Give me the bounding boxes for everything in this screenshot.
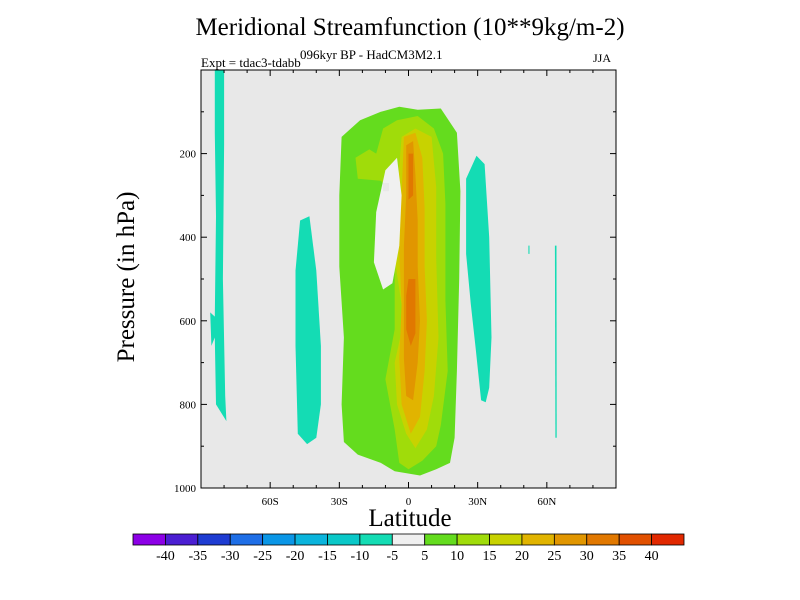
colorbar-box-1 [165, 533, 199, 546]
colorbar-label-2: -30 [221, 549, 240, 564]
contour-region-1 [295, 216, 321, 445]
x-axis-title: Latitude [368, 505, 451, 532]
chart-title: Meridional Streamfunction (10**9kg/m-2) [195, 14, 625, 41]
colorbar-box-6 [327, 533, 361, 546]
colorbar-box-15 [618, 533, 652, 546]
y-tick-label-4: 1000 [174, 483, 197, 495]
colorbar-label-7: -5 [386, 549, 398, 564]
colorbar-label-6: -10 [351, 549, 370, 564]
y-tick-label-0: 200 [180, 149, 197, 161]
colorbar-label-11: 20 [515, 549, 529, 564]
contour-region-12 [373, 157, 402, 290]
colorbar-label-15: 40 [645, 549, 659, 564]
x-tick-label-4: 60N [537, 496, 556, 508]
colorbar-label-14: 35 [612, 549, 626, 564]
colorbar-box-2 [197, 533, 231, 546]
contour-region-0 [210, 70, 227, 422]
x-tick-label-1: 30S [331, 496, 348, 508]
contour-region-11 [406, 279, 416, 346]
contour-region-10 [408, 153, 414, 200]
colorbar-label-3: -25 [253, 549, 272, 564]
x-axis-ticks: 60S 30S 0 30N 60N [223, 70, 594, 508]
y-tick-label-1: 400 [180, 232, 197, 244]
contour-region-3 [554, 245, 557, 438]
experiment-label: Expt = tdac3-tdabb [201, 55, 301, 70]
colorbar: -40 -35 -30 -25 -20 -15 -10 -5 5 10 15 20 25 30 35 40 [132, 533, 685, 564]
colorbar-box-16 [651, 533, 685, 546]
colorbar-label-4: -20 [286, 549, 305, 564]
colorbar-label-13: 30 [580, 549, 594, 564]
colorbar-box-10 [456, 533, 490, 546]
y-tick-label-2: 600 [180, 316, 197, 328]
y-axis-ticks: 200 400 600 800 1000 [174, 111, 616, 495]
colorbar-label-5: -15 [318, 549, 337, 564]
y-tick-label-3: 800 [180, 399, 197, 411]
contour-regions [210, 70, 557, 476]
chart-subtitle: 096kyr BP - HadCM3M2.1 [300, 47, 443, 62]
season-label: JJA [593, 51, 612, 65]
colorbar-box-4 [262, 533, 296, 546]
colorbar-label-8: 5 [421, 549, 428, 564]
colorbar-box-13 [553, 533, 588, 546]
contour-region-2 [466, 155, 492, 403]
contour-region-4 [528, 245, 530, 254]
colorbar-box-5 [294, 533, 328, 546]
colorbar-label-10: 15 [483, 549, 497, 564]
colorbar-box-0 [132, 533, 166, 546]
colorbar-box-8 [391, 533, 426, 546]
x-tick-label-0: 60S [262, 496, 279, 508]
colorbar-box-3 [229, 533, 264, 546]
colorbar-box-9 [424, 533, 458, 546]
colorbar-label-1: -35 [188, 549, 207, 564]
colorbar-box-11 [489, 533, 523, 546]
colorbar-label-0: -40 [156, 549, 175, 564]
colorbar-label-12: 25 [547, 549, 561, 564]
colorbar-box-14 [586, 533, 620, 546]
x-tick-label-2: 0 [406, 496, 412, 508]
y-axis-title: Pressure (in hPa) [113, 192, 140, 363]
x-tick-label-3: 30N [468, 496, 487, 508]
colorbar-label-9: 10 [450, 549, 464, 564]
contour-region-13 [383, 182, 389, 192]
colorbar-box-12 [521, 533, 555, 546]
colorbar-box-7 [359, 533, 393, 546]
